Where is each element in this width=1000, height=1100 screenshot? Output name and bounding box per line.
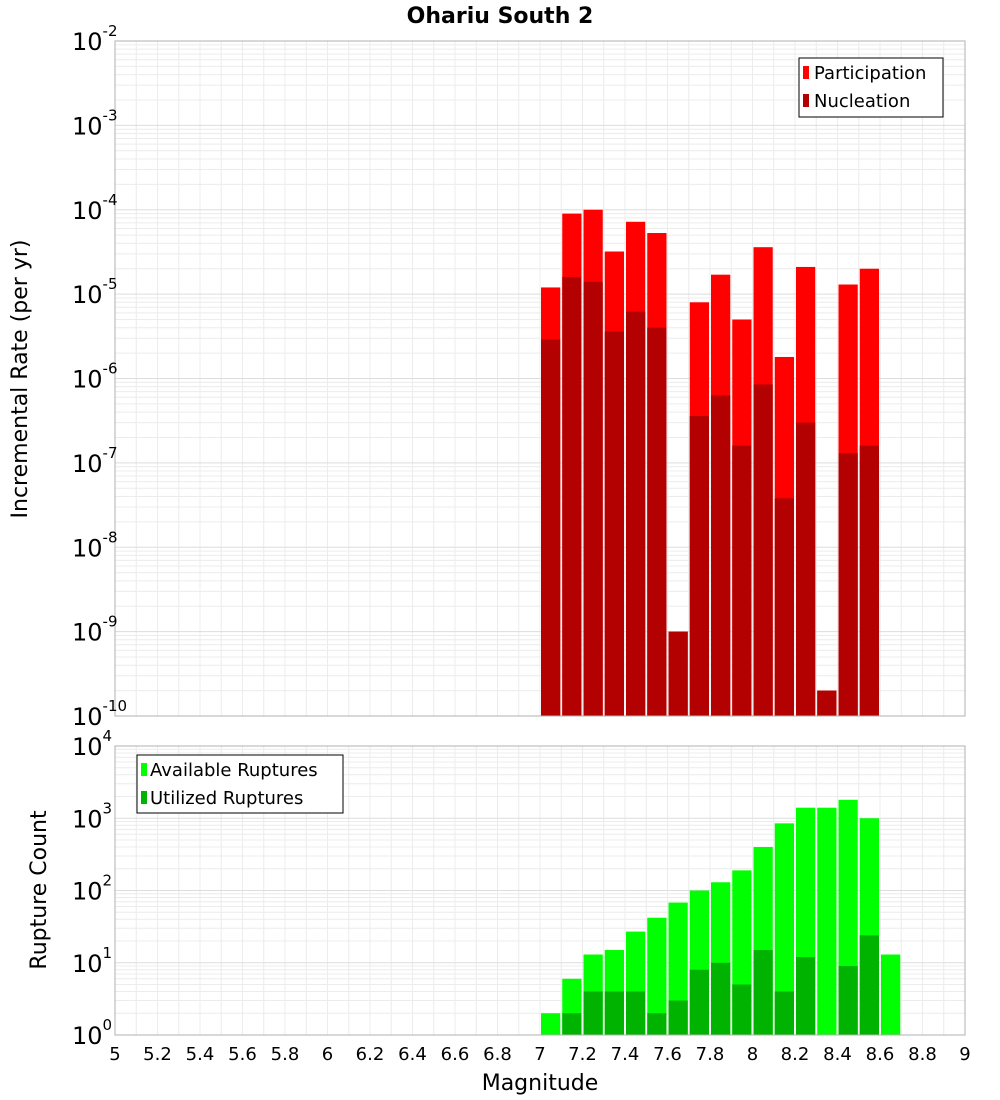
- x-tick-label: 6: [322, 1044, 333, 1065]
- rate-bar-nucleation: [647, 327, 667, 716]
- available-swatch: [141, 763, 147, 776]
- rate-bar-nucleation: [668, 631, 688, 716]
- rate-grid: [114, 41, 966, 717]
- count-plot: 100 101 102 103 104 5 5.2 5.4 5.6 5.8 6 6.2 6.4 6.6 6…: [27, 727, 971, 1096]
- rate-bar-nucleation: [753, 384, 773, 716]
- x-tick-label: 5.6: [228, 1044, 257, 1065]
- x-tick-label: 6.8: [483, 1044, 512, 1065]
- rate-bar-nucleation: [541, 339, 561, 716]
- count-bar-utilized-ruptures: [583, 991, 603, 1035]
- count-bar-utilized-ruptures: [796, 957, 816, 1035]
- rate-plot-frame: [114, 40, 966, 717]
- participation-swatch: [803, 66, 809, 79]
- count-bar-available-ruptures: [541, 1013, 561, 1035]
- rate-plot: 10-10 10-9 10-8 10-7 10-6 10-5 10-4 10-3 10-2 In…: [8, 22, 966, 731]
- rate-bar-nucleation: [838, 453, 858, 716]
- x-tick-label: 8: [747, 1044, 758, 1065]
- count-legend: Available Ruptures Utilized Ruptures: [136, 754, 344, 814]
- x-tick-label: 8.8: [908, 1044, 937, 1065]
- x-tick-label: 7: [534, 1044, 545, 1065]
- x-tick-label: 6.4: [398, 1044, 427, 1065]
- rate-bar-nucleation: [859, 445, 879, 716]
- count-bar-utilized-ruptures: [668, 1000, 688, 1035]
- x-tick-label: 8.2: [781, 1044, 810, 1065]
- count-bar-available-ruptures: [774, 823, 794, 1035]
- count-bar-utilized-ruptures: [732, 984, 752, 1035]
- rate-y-tick-label: 10-3: [72, 106, 118, 140]
- nucleation-swatch: [803, 94, 809, 107]
- count-bar-available-ruptures: [881, 954, 901, 1035]
- rate-y-tick-label: 10-8: [72, 528, 118, 562]
- count-plot-frame: [114, 745, 966, 1036]
- rate-y-tick-label: 10-10: [72, 697, 127, 731]
- count-y-tick-label: 104: [72, 727, 112, 761]
- chart-title: Ohariu South 2: [407, 4, 594, 29]
- x-tick-label: 7.6: [653, 1044, 682, 1065]
- count-legend-box: [136, 754, 344, 814]
- count-y-axis-label: Rupture Count: [27, 810, 52, 970]
- count-bar-utilized-ruptures: [753, 950, 773, 1035]
- rate-bar-nucleation: [711, 395, 731, 716]
- count-bar-utilized-ruptures: [604, 991, 624, 1035]
- count-bar-utilized-ruptures: [711, 962, 731, 1035]
- count-y-tick-label: 101: [72, 944, 112, 978]
- x-axis-label: Magnitude: [482, 1071, 599, 1096]
- rate-legend: Participation Nucleation: [798, 57, 944, 118]
- rate-y-tick-label: 10-6: [72, 360, 118, 394]
- x-tick-label: 8.4: [823, 1044, 852, 1065]
- count-bar-available-ruptures: [647, 917, 667, 1035]
- rate-y-tick-label: 10-7: [72, 444, 118, 478]
- rate-y-tick-label: 10-5: [72, 275, 118, 309]
- x-tick-label: 5.4: [186, 1044, 215, 1065]
- count-bar-utilized-ruptures: [859, 935, 879, 1035]
- x-tick-label: 9: [959, 1044, 970, 1065]
- count-y-tick-label: 100: [72, 1016, 112, 1050]
- rate-y-tick-label: 10-9: [72, 613, 118, 647]
- x-ticks: 5 5.2 5.4 5.6 5.8 6 6.2 6.4 6.6 6.8 7 7.2 7.4 7.6 7.8 8…: [109, 1044, 970, 1065]
- rate-bar-nucleation: [732, 445, 752, 716]
- count-bar-utilized-ruptures: [626, 991, 646, 1035]
- count-bar-utilized-ruptures: [562, 1013, 582, 1035]
- x-tick-label: 7.2: [568, 1044, 597, 1065]
- rate-y-tick-label: 10-4: [72, 191, 118, 225]
- count-y-tick-label: 102: [72, 872, 112, 906]
- count-bar-utilized-ruptures: [774, 991, 794, 1035]
- count-bars: [541, 799, 901, 1035]
- rate-bars: [541, 209, 879, 717]
- utilized-swatch: [141, 791, 147, 804]
- rate-bar-nucleation: [774, 498, 794, 716]
- x-tick-label: 5: [109, 1044, 120, 1065]
- rate-bar-nucleation: [583, 281, 603, 716]
- rate-bar-nucleation: [796, 422, 816, 716]
- available-legend-label: Available Ruptures: [150, 760, 318, 781]
- rate-legend-box: [798, 57, 944, 118]
- utilized-legend-label: Utilized Ruptures: [150, 788, 303, 809]
- nucleation-legend-label: Nucleation: [814, 91, 910, 112]
- x-tick-label: 6.2: [356, 1044, 385, 1065]
- rate-y-tick-label: 10-2: [72, 22, 118, 56]
- rate-y-ticks: 10-10 10-9 10-8 10-7 10-6 10-5 10-4 10-3 10-2: [72, 22, 127, 731]
- x-tick-label: 5.2: [143, 1044, 172, 1065]
- x-tick-label: 6.6: [441, 1044, 470, 1065]
- count-bar-utilized-ruptures: [647, 1013, 667, 1035]
- participation-legend-label: Participation: [814, 63, 926, 84]
- count-bar-utilized-ruptures: [689, 969, 709, 1035]
- x-tick-label: 7.8: [696, 1044, 725, 1065]
- count-y-ticks: 100 101 102 103 104: [72, 727, 112, 1050]
- x-tick-label: 5.8: [271, 1044, 300, 1065]
- rate-bar-nucleation: [626, 311, 646, 716]
- count-bar-available-ruptures: [817, 807, 837, 1035]
- rate-bar-nucleation: [817, 690, 837, 716]
- count-y-tick-label: 103: [72, 799, 112, 833]
- count-bar-utilized-ruptures: [838, 966, 858, 1035]
- rate-bar-nucleation: [689, 415, 709, 716]
- x-tick-label: 7.4: [611, 1044, 640, 1065]
- rate-bar-nucleation: [604, 331, 624, 716]
- rate-bar-nucleation: [562, 276, 582, 716]
- rate-y-axis-label: Incremental Rate (per yr): [8, 240, 33, 519]
- x-tick-label: 8.6: [866, 1044, 895, 1065]
